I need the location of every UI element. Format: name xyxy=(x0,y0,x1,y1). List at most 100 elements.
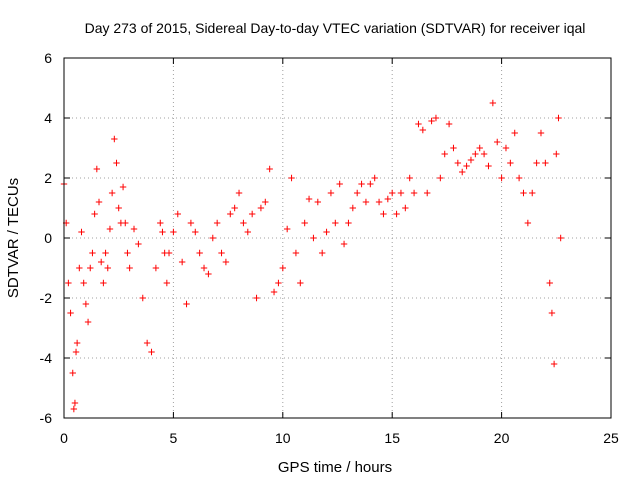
data-point xyxy=(72,348,80,356)
data-point xyxy=(102,249,109,257)
data-point xyxy=(397,189,405,197)
data-point xyxy=(65,279,72,287)
data-point xyxy=(108,189,116,197)
x-tick-label: 5 xyxy=(170,430,178,446)
data-point xyxy=(174,210,181,218)
x-tick-label: 20 xyxy=(494,430,510,446)
data-point xyxy=(550,360,558,368)
data-point xyxy=(428,117,435,125)
data-point xyxy=(69,369,76,377)
data-points xyxy=(60,99,564,413)
data-point xyxy=(410,189,418,197)
data-point xyxy=(463,162,470,170)
data-point xyxy=(305,195,313,203)
data-point xyxy=(178,258,186,266)
data-point xyxy=(253,294,260,302)
x-axis-label: GPS time / hours xyxy=(278,459,392,476)
data-point xyxy=(143,339,151,347)
data-point xyxy=(340,240,348,248)
data-point xyxy=(205,270,212,278)
axis-ticks: 0 5 10 15 20 25 -6 -4 -2 0 2 4 6 xyxy=(40,50,619,446)
data-point xyxy=(437,174,444,182)
data-point xyxy=(362,198,370,206)
data-point xyxy=(345,219,352,227)
data-point xyxy=(393,210,400,218)
x-tick-label: 25 xyxy=(603,430,619,446)
data-point xyxy=(450,144,457,152)
data-point xyxy=(542,159,549,167)
data-point xyxy=(445,120,453,128)
data-point xyxy=(222,258,230,266)
data-point xyxy=(323,228,330,236)
data-point xyxy=(498,174,505,182)
data-point xyxy=(93,165,101,173)
y-tick-label: 4 xyxy=(44,110,52,126)
data-point xyxy=(459,168,466,176)
data-point xyxy=(353,189,361,197)
data-point xyxy=(235,189,243,197)
data-point xyxy=(152,264,160,272)
data-point xyxy=(89,249,96,257)
chart-title: Day 273 of 2015, Sidereal Day-to-day VTE… xyxy=(85,20,586,36)
data-point xyxy=(557,234,564,242)
data-point xyxy=(553,150,560,158)
data-point xyxy=(349,204,357,212)
data-point xyxy=(537,129,545,137)
data-point xyxy=(244,228,251,236)
data-point xyxy=(192,228,199,236)
data-point xyxy=(480,150,488,158)
data-point xyxy=(163,279,171,287)
y-tick-label: 6 xyxy=(44,50,52,66)
data-point xyxy=(126,264,133,272)
data-point xyxy=(71,399,79,407)
data-point xyxy=(148,348,155,356)
y-tick-label: -6 xyxy=(40,410,53,426)
data-point xyxy=(187,219,195,227)
data-point xyxy=(533,159,540,167)
x-tick-label: 10 xyxy=(275,430,291,446)
data-point xyxy=(113,159,120,167)
data-point xyxy=(520,189,527,197)
data-point xyxy=(200,264,208,272)
data-point xyxy=(183,300,190,308)
data-point xyxy=(159,228,166,236)
data-point xyxy=(91,210,98,218)
data-point xyxy=(467,156,475,164)
data-point xyxy=(279,264,286,272)
data-point xyxy=(310,234,317,242)
data-point xyxy=(419,126,427,134)
data-point xyxy=(196,249,203,257)
data-point xyxy=(266,165,273,173)
data-point xyxy=(218,249,225,257)
data-point xyxy=(231,204,238,212)
data-point xyxy=(318,249,326,257)
data-point xyxy=(332,219,339,227)
data-point xyxy=(209,234,216,242)
data-point xyxy=(73,339,81,347)
data-point xyxy=(111,135,118,143)
data-point xyxy=(424,189,431,197)
y-tick-label: 2 xyxy=(44,170,52,186)
data-point xyxy=(327,189,335,197)
data-point xyxy=(476,144,483,152)
data-point xyxy=(515,174,523,182)
grid xyxy=(64,58,611,418)
data-point xyxy=(524,219,532,227)
data-point xyxy=(384,195,392,203)
x-tick-label: 0 xyxy=(60,430,68,446)
data-point xyxy=(441,150,448,158)
data-point xyxy=(157,219,164,227)
data-point xyxy=(502,144,510,152)
data-point xyxy=(275,279,282,287)
data-point xyxy=(67,309,74,317)
data-point xyxy=(262,198,269,206)
data-point xyxy=(70,405,78,413)
data-point xyxy=(135,240,142,248)
data-point xyxy=(122,219,129,227)
data-point xyxy=(336,180,343,188)
data-point xyxy=(283,225,291,233)
data-point xyxy=(546,279,553,287)
data-point xyxy=(548,309,556,317)
data-point xyxy=(415,120,422,128)
y-tick-label: -4 xyxy=(40,350,53,366)
